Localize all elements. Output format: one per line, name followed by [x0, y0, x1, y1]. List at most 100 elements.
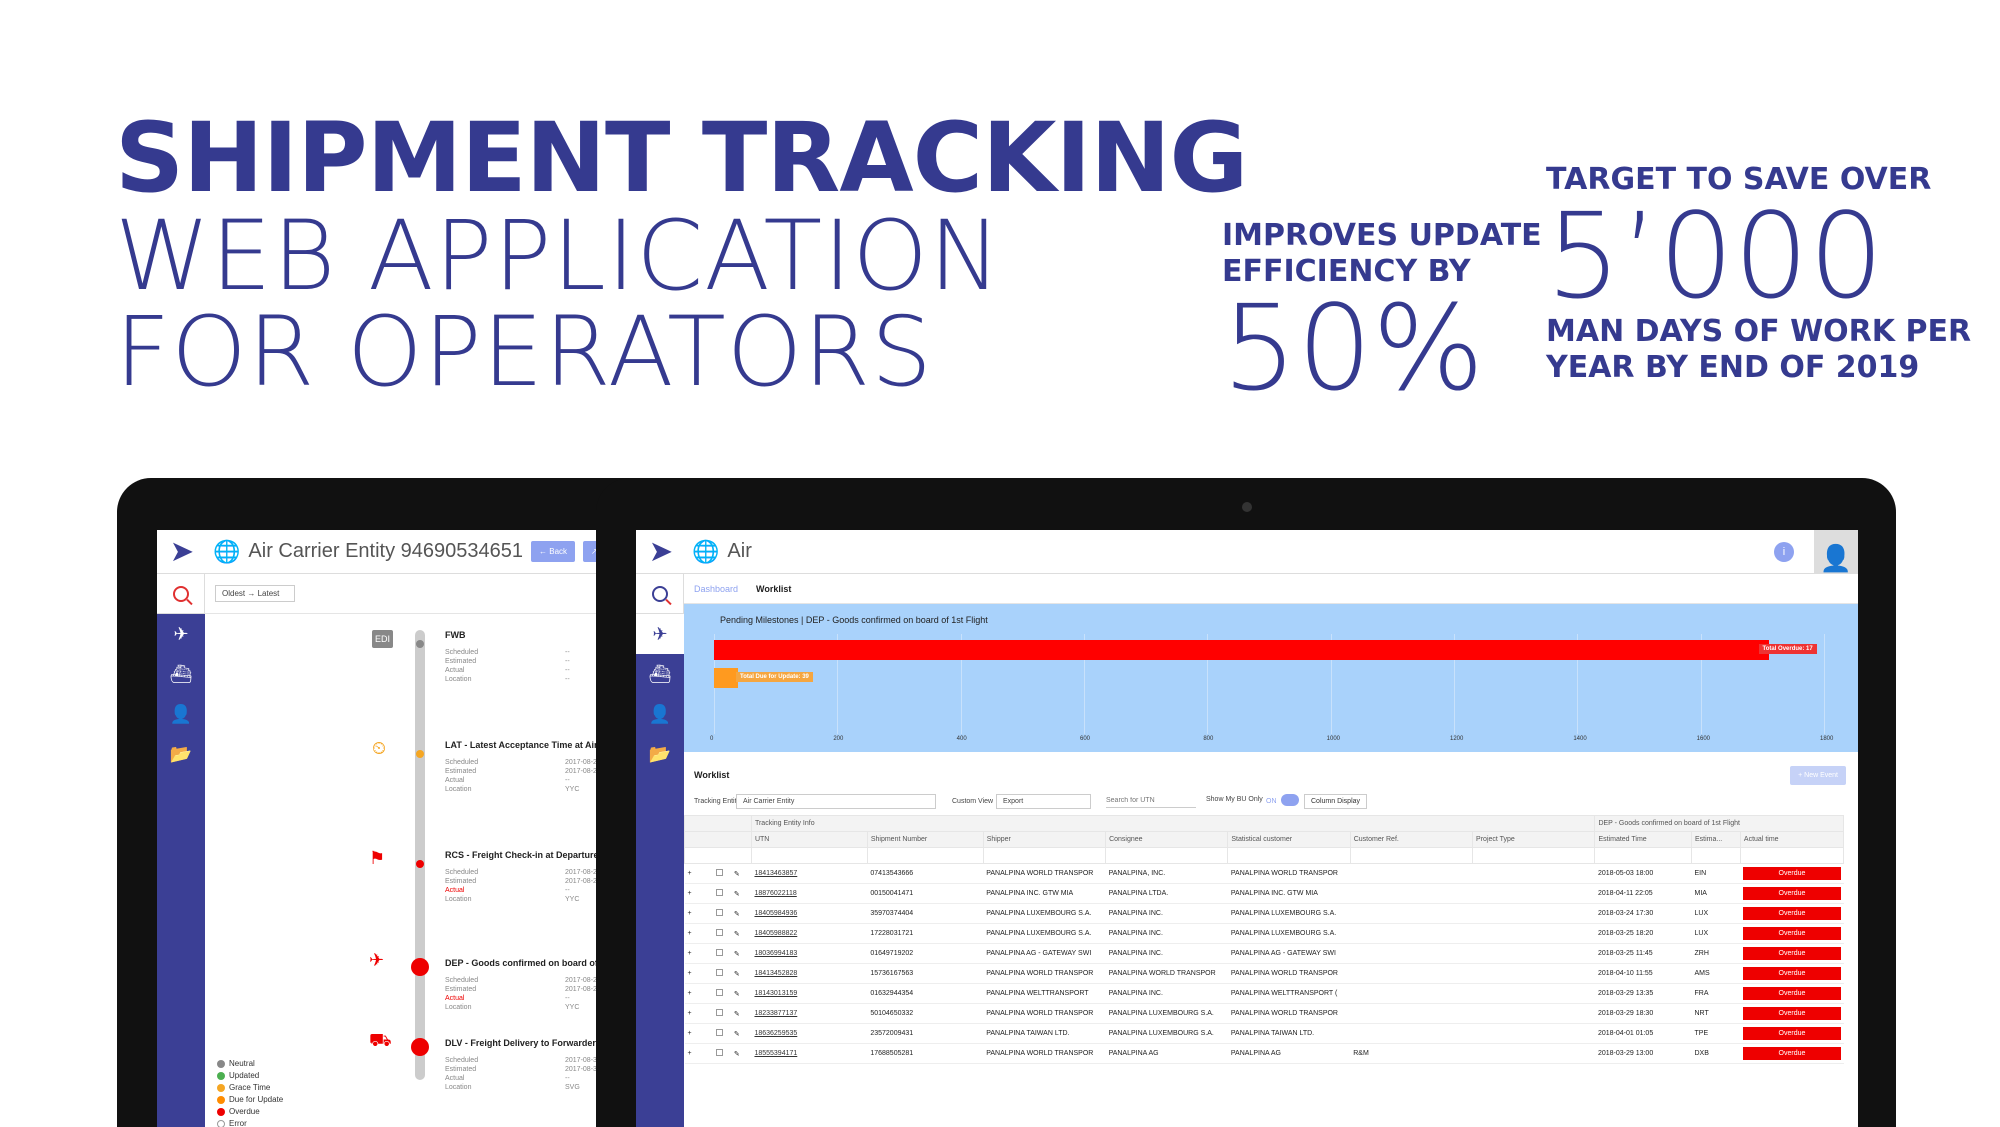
sidebar-item-files[interactable]: 📂: [636, 734, 684, 774]
edit-icon[interactable]: ✎: [730, 963, 752, 984]
milestone-dep[interactable]: DEP - Goods confirmed on board of Schedu…: [445, 958, 598, 1012]
expand-icon[interactable]: +: [684, 1023, 713, 1044]
row-checkbox[interactable]: [715, 869, 723, 876]
edit-icon[interactable]: ✎: [730, 983, 752, 1004]
row-checkbox[interactable]: [715, 909, 723, 916]
column-header[interactable]: Statistical customer: [1227, 831, 1351, 848]
row-checkbox[interactable]: [715, 929, 723, 936]
edit-icon[interactable]: ✎: [730, 883, 752, 904]
expand-icon[interactable]: +: [684, 963, 713, 984]
utn-link[interactable]: 18555394171: [751, 1043, 868, 1064]
milestone-rcs[interactable]: RCS - Freight Check-in at Departure Sche…: [445, 850, 599, 904]
sidebar-item-user[interactable]: 👤: [636, 694, 684, 734]
column-display-button[interactable]: Column Display: [1304, 794, 1368, 809]
row-checkbox[interactable]: [715, 1009, 723, 1016]
expand-icon[interactable]: +: [684, 1003, 713, 1024]
expand-icon[interactable]: +: [684, 1043, 713, 1064]
table-row[interactable]: + ✎ 18555394171 17688505281 PANALPINA WORLD …: [684, 1043, 1844, 1064]
sidebar-item-air[interactable]: ✈: [636, 614, 684, 654]
timeline-dot-current[interactable]: [411, 958, 429, 976]
column-filter[interactable]: [982, 847, 1107, 864]
table-row[interactable]: + ✎ 18405984936 35970374404 PANALPINA LUXEMB…: [684, 903, 1844, 924]
table-row[interactable]: + ✎ 18036994183 01649719202 PANALPINA AG - G…: [684, 943, 1844, 964]
chart-bar-overdue[interactable]: [714, 640, 1769, 660]
table-row[interactable]: + ✎ 18143013159 01632944354 PANALPINA WELTTR…: [684, 983, 1844, 1004]
row-checkbox[interactable]: [715, 1049, 723, 1056]
column-filter[interactable]: [866, 847, 984, 864]
utn-link[interactable]: 18636259535: [751, 1023, 868, 1044]
expand-icon[interactable]: +: [684, 983, 713, 1004]
utn-link[interactable]: 18405988822: [751, 923, 868, 944]
sidebar-item-user[interactable]: 👤: [157, 694, 205, 734]
row-checkbox[interactable]: [715, 1029, 723, 1036]
milestone-dlv[interactable]: DLV - Freight Delivery to Forwarder Sche…: [445, 1038, 597, 1092]
row-checkbox[interactable]: [715, 969, 723, 976]
custom-view-select[interactable]: Export: [996, 794, 1091, 809]
row-checkbox[interactable]: [715, 989, 723, 996]
column-filter[interactable]: [1739, 847, 1845, 864]
sidebar-item-files[interactable]: 📂: [157, 734, 205, 774]
table-row[interactable]: + ✎ 18405988822 17228031721 PANALPINA LUXEMB…: [684, 923, 1844, 944]
info-icon[interactable]: i: [1774, 541, 1794, 562]
expand-icon[interactable]: +: [684, 923, 713, 944]
sidebar-item-ocean[interactable]: ⛴: [157, 654, 205, 694]
sort-select[interactable]: Oldest → Latest: [215, 585, 295, 602]
app-logo-icon[interactable]: ➤: [171, 536, 193, 566]
back-button[interactable]: ← Back: [531, 541, 576, 562]
expand-icon[interactable]: +: [684, 903, 713, 924]
column-header[interactable]: Estima...: [1691, 831, 1741, 848]
breadcrumb-dashboard[interactable]: Dashboard: [694, 583, 739, 594]
column-header[interactable]: Actual time: [1739, 831, 1845, 848]
utn-search-input[interactable]: [1106, 794, 1196, 808]
row-checkbox[interactable]: [715, 949, 723, 956]
column-filter[interactable]: [1105, 847, 1229, 864]
utn-link[interactable]: 18405984936: [751, 903, 868, 924]
edit-icon[interactable]: ✎: [730, 863, 752, 884]
chart-bar-due-for-update[interactable]: [714, 668, 739, 688]
utn-link[interactable]: 18413452828: [751, 963, 868, 984]
tracking-entity-select[interactable]: Air Carrier Entity: [736, 794, 936, 809]
expand-icon[interactable]: +: [684, 883, 713, 904]
sidebar-search[interactable]: [636, 574, 684, 614]
edit-icon[interactable]: ✎: [730, 1043, 752, 1064]
sidebar-search[interactable]: [157, 574, 205, 614]
app-logo-icon[interactable]: ➤: [650, 536, 672, 566]
edit-icon[interactable]: ✎: [730, 1003, 752, 1024]
utn-link[interactable]: 18413463857: [751, 863, 868, 884]
timeline-dot-current-2[interactable]: [411, 1038, 429, 1056]
edit-icon[interactable]: ✎: [730, 1023, 752, 1044]
table-row[interactable]: + ✎ 18413463857 07413543666 PANALPINA WORLD …: [684, 863, 1844, 884]
expand-icon[interactable]: +: [684, 943, 713, 964]
table-row[interactable]: + ✎ 18413452828 15736167563 PANALPINA WORLD …: [684, 963, 1844, 984]
row-checkbox[interactable]: [715, 889, 723, 896]
utn-link[interactable]: 18233877137: [751, 1003, 868, 1024]
show-bu-toggle[interactable]: [1281, 794, 1299, 806]
column-filter[interactable]: [1349, 847, 1474, 864]
milestone-fwb[interactable]: FWB Scheduled -- Estimated -- Actual -- Loc…: [445, 630, 570, 684]
table-row[interactable]: + ✎ 18876022118 00150041471 PANALPINA INC. G…: [684, 883, 1844, 904]
sidebar-item-ocean[interactable]: ⛴: [636, 654, 684, 694]
new-event-button[interactable]: + New Event: [1790, 766, 1846, 785]
column-header[interactable]: Shipper: [982, 831, 1107, 848]
sidebar-item-air[interactable]: ✈: [157, 614, 205, 654]
column-header[interactable]: Estimated Time: [1594, 831, 1692, 848]
column-header[interactable]: Shipment Number: [866, 831, 984, 848]
utn-link[interactable]: 18143013159: [751, 983, 868, 1004]
column-header[interactable]: Consignee: [1105, 831, 1229, 848]
column-filter[interactable]: [750, 847, 868, 864]
table-row[interactable]: + ✎ 18233877137 50104650332 PANALPINA WORLD …: [684, 1003, 1844, 1024]
column-filter[interactable]: [1594, 847, 1692, 864]
column-filter[interactable]: [1472, 847, 1596, 864]
edit-icon[interactable]: ✎: [730, 943, 752, 964]
expand-icon[interactable]: +: [684, 863, 713, 884]
column-header[interactable]: Customer Ref.: [1349, 831, 1474, 848]
edit-icon[interactable]: ✎: [730, 923, 752, 944]
column-filter[interactable]: [1227, 847, 1351, 864]
column-filter[interactable]: [1691, 847, 1741, 864]
edit-icon[interactable]: ✎: [730, 903, 752, 924]
table-row[interactable]: + ✎ 18636259535 23572009431 PANALPINA TAIWAN…: [684, 1023, 1844, 1044]
utn-link[interactable]: 18036994183: [751, 943, 868, 964]
column-header[interactable]: UTN: [750, 831, 868, 848]
avatar[interactable]: 👤: [1814, 530, 1858, 574]
column-header[interactable]: Project Type: [1472, 831, 1596, 848]
